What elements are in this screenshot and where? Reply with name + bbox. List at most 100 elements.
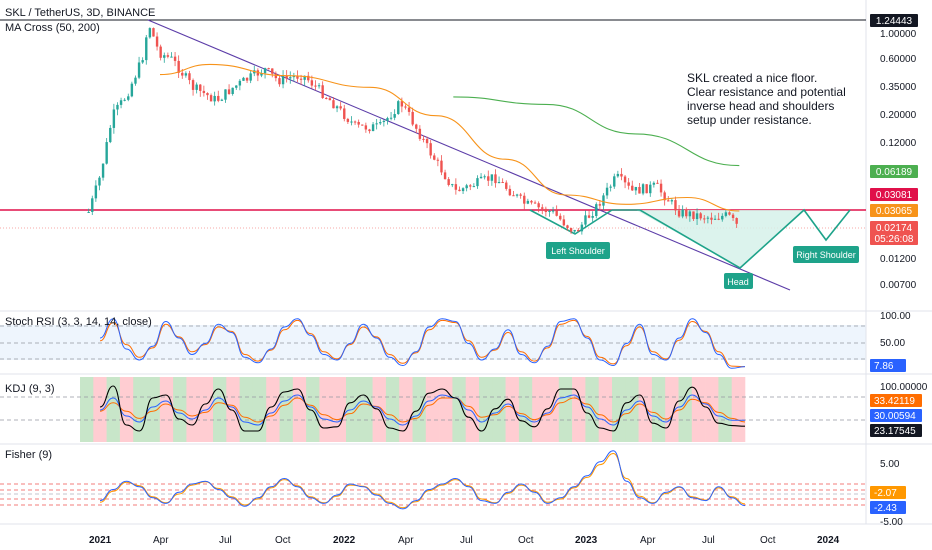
candle-body bbox=[303, 75, 306, 80]
candle-body bbox=[429, 143, 432, 156]
candle-body bbox=[623, 176, 627, 183]
candle-body bbox=[371, 124, 375, 132]
candle-body bbox=[465, 185, 468, 189]
callout-left-shoulder-box bbox=[546, 242, 610, 259]
candle-body bbox=[573, 229, 576, 232]
fisher-label[interactable]: Fisher (9) bbox=[5, 449, 52, 461]
candle-body bbox=[407, 107, 411, 112]
candle-body bbox=[346, 118, 350, 122]
candle-body bbox=[447, 179, 450, 185]
kdj-band bbox=[239, 377, 254, 442]
candle-body bbox=[209, 95, 213, 102]
candle-body bbox=[307, 75, 310, 81]
kdj-band bbox=[80, 377, 94, 442]
price-tick: 0.12000 bbox=[880, 138, 917, 149]
candle-body bbox=[123, 99, 126, 101]
candle-body bbox=[721, 215, 724, 220]
price-tick: 0.60000 bbox=[880, 54, 917, 65]
candle-body bbox=[555, 210, 558, 216]
fisher-trigger-line bbox=[99, 452, 746, 509]
candle-body bbox=[631, 185, 634, 191]
candle-body bbox=[551, 210, 555, 212]
candle-body bbox=[530, 200, 533, 203]
price-pane[interactable] bbox=[0, 0, 866, 310]
kdj-band bbox=[252, 377, 267, 442]
candle-body bbox=[195, 84, 198, 90]
candle-body bbox=[328, 98, 332, 101]
callout-left-shoulder[interactable]: Left Shoulder bbox=[546, 242, 610, 259]
kdj-band bbox=[186, 377, 200, 442]
candle-body bbox=[519, 194, 522, 196]
time-axis[interactable]: 2021 Apr Jul Oct 2022 Apr Jul Oct 2023 A… bbox=[89, 535, 840, 546]
candle-body bbox=[134, 77, 137, 84]
candle-body bbox=[213, 95, 216, 102]
trendline[interactable] bbox=[147, 19, 791, 291]
annotation-line-4[interactable]: setup under resistance. bbox=[687, 113, 812, 127]
kdj-band bbox=[319, 377, 333, 442]
stoch-rsi-k-line bbox=[99, 318, 746, 369]
candle-body bbox=[605, 187, 609, 196]
candle-body bbox=[112, 109, 116, 128]
callout-head[interactable]: Head bbox=[724, 273, 753, 289]
pattern-fill bbox=[597, 210, 804, 268]
candle-body bbox=[181, 72, 184, 76]
candle-body bbox=[562, 219, 566, 226]
time-tick: Jul bbox=[219, 535, 232, 546]
candle-body bbox=[310, 80, 314, 86]
stoch-rsi-label[interactable]: Stoch RSI (3, 3, 14, 14, close) bbox=[5, 316, 152, 328]
candle-body bbox=[281, 75, 285, 85]
candle-body bbox=[415, 124, 418, 129]
candle-body bbox=[436, 159, 440, 161]
candle-body bbox=[289, 77, 292, 79]
candle-body bbox=[559, 215, 562, 220]
callout-right-shoulder-box bbox=[793, 246, 859, 263]
candle-body bbox=[166, 55, 170, 57]
callout-left-shoulder-text: Left Shoulder bbox=[551, 246, 605, 256]
candle-body bbox=[224, 89, 227, 100]
candle-body bbox=[461, 188, 465, 192]
candle-body bbox=[119, 100, 123, 105]
time-tick: Jul bbox=[460, 535, 473, 546]
ma-cross-label[interactable]: MA Cross (50, 200) bbox=[5, 22, 100, 34]
badge-text: 7.86 bbox=[874, 361, 894, 372]
candle-body bbox=[577, 229, 580, 232]
candle-body bbox=[627, 182, 630, 186]
annotation-line-3[interactable]: inverse head and shoulders bbox=[687, 99, 834, 113]
candle-body bbox=[411, 111, 414, 125]
candle-body bbox=[379, 122, 382, 124]
price-axis[interactable]: 1.00000 0.60000 0.35000 0.20000 0.12000 … bbox=[880, 29, 928, 528]
candle-body bbox=[602, 195, 605, 206]
kdj-band bbox=[518, 377, 533, 442]
time-tick: Oct bbox=[518, 535, 534, 546]
badge-text: 0.03081 bbox=[876, 190, 913, 201]
candle-body bbox=[699, 213, 702, 219]
callout-right-shoulder[interactable]: Right Shoulder bbox=[793, 246, 859, 263]
stoch-tick: 100.00 bbox=[880, 311, 911, 322]
kdj-band bbox=[266, 377, 280, 442]
candle-body bbox=[231, 87, 234, 94]
candle-body bbox=[127, 96, 130, 100]
badge-text: 0.02174 bbox=[876, 223, 913, 234]
candle-body bbox=[245, 77, 249, 81]
candle-body bbox=[357, 121, 360, 125]
candle-body bbox=[389, 117, 393, 119]
fisher-badge-trigger: -2.07 bbox=[870, 486, 906, 499]
fisher-tick: 5.00 bbox=[880, 459, 900, 470]
candle-body bbox=[443, 172, 447, 180]
annotation-line-1[interactable]: SKL created a nice floor. bbox=[687, 71, 817, 85]
candle-body bbox=[199, 84, 202, 91]
candle-body bbox=[148, 28, 152, 38]
candle-body bbox=[191, 80, 195, 90]
time-tick: 2023 bbox=[575, 535, 598, 546]
candle-body bbox=[523, 195, 526, 204]
kdj-band bbox=[106, 377, 121, 442]
candle-body bbox=[656, 182, 659, 184]
kdj-label[interactable]: KDJ (9, 3) bbox=[5, 383, 55, 395]
candle-body bbox=[735, 218, 738, 224]
annotation-line-2[interactable]: Clear resistance and potential bbox=[687, 85, 846, 99]
badge-text: 23.17545 bbox=[874, 426, 916, 437]
candle-body bbox=[87, 211, 90, 213]
time-tick: 2022 bbox=[333, 535, 356, 546]
candle-body bbox=[339, 106, 342, 109]
